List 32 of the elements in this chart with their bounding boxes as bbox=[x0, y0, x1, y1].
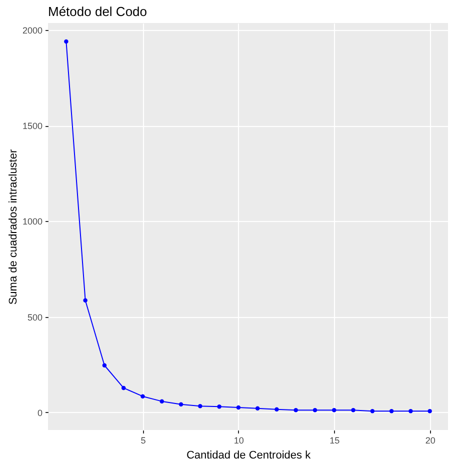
x-axis-title: Cantidad de Centroides k bbox=[186, 450, 312, 462]
x-tick-label: 20 bbox=[425, 436, 436, 446]
point bbox=[83, 298, 88, 303]
x-tick-label: 10 bbox=[234, 436, 244, 446]
point bbox=[198, 404, 202, 408]
point bbox=[370, 408, 375, 414]
point bbox=[332, 408, 336, 412]
point bbox=[217, 404, 222, 409]
x-tick-label: 5 bbox=[140, 436, 146, 446]
point bbox=[121, 386, 126, 390]
point bbox=[428, 408, 432, 414]
y-tick-label: 1500 bbox=[22, 121, 42, 132]
point bbox=[351, 408, 356, 412]
y-tick-label: 1000 bbox=[22, 216, 42, 227]
point bbox=[64, 39, 68, 44]
point bbox=[294, 408, 298, 412]
point bbox=[312, 408, 318, 412]
chart-title: Método del Codo bbox=[48, 4, 148, 19]
y-tick-label: 0 bbox=[37, 408, 42, 418]
point bbox=[255, 406, 260, 411]
x-tick-label: 15 bbox=[330, 436, 340, 446]
point bbox=[160, 399, 164, 404]
point bbox=[102, 363, 107, 368]
point bbox=[140, 394, 145, 398]
point bbox=[274, 407, 279, 412]
y-axis-title: Suma de cuadrados intracluster bbox=[7, 149, 20, 305]
y-tick-label: 500 bbox=[27, 312, 42, 322]
point bbox=[178, 402, 184, 406]
y-tick-label: 2000 bbox=[22, 26, 42, 36]
point bbox=[389, 408, 394, 414]
point bbox=[236, 405, 241, 410]
point bbox=[408, 408, 413, 414]
